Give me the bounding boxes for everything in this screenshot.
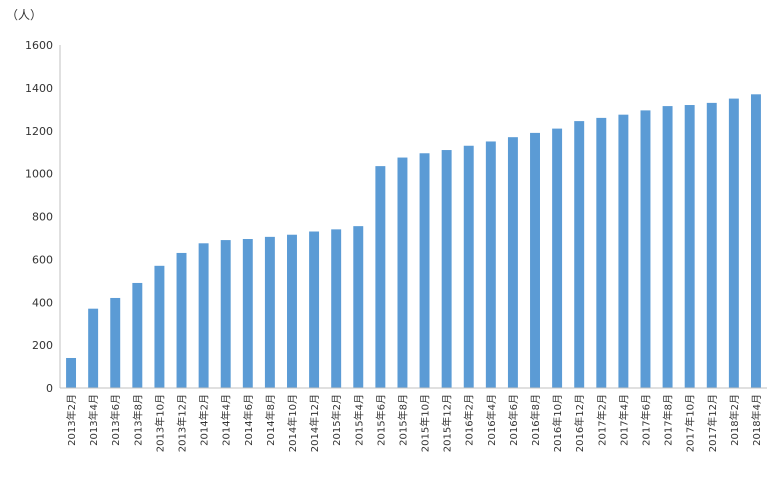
bar (750, 94, 761, 389)
bar (662, 106, 673, 389)
y-tick-label: 400 (32, 296, 53, 309)
x-tick-label: 2015年12月 (441, 394, 454, 452)
x-tick-label: 2018年4月 (750, 394, 763, 446)
bar (309, 231, 320, 388)
y-tick-label: 1600 (25, 39, 53, 52)
x-tick-label: 2015年2月 (330, 394, 343, 446)
bar (463, 145, 474, 388)
bar (264, 236, 275, 388)
x-tick-label: 2014年4月 (220, 394, 233, 446)
x-tick-label: 2017年6月 (639, 394, 652, 446)
x-tick-label: 2016年10月 (551, 394, 564, 452)
x-tick-label: 2013年2月 (65, 394, 78, 446)
x-tick-label: 2014年8月 (264, 394, 277, 446)
x-tick-label: 2015年10月 (419, 394, 432, 452)
bar (485, 141, 496, 388)
x-tick-label: 2013年6月 (109, 394, 122, 446)
bar (530, 132, 540, 388)
bar (507, 137, 518, 388)
x-tick-label: 2016年8月 (529, 394, 542, 446)
bar (441, 150, 452, 388)
bar (110, 297, 121, 388)
bar (728, 98, 739, 388)
bar (353, 226, 364, 388)
bar (198, 243, 209, 388)
bar (640, 110, 651, 389)
x-tick-label: 2016年6月 (507, 394, 520, 446)
y-tick-label: 800 (32, 211, 53, 224)
x-tick-label: 2015年6月 (374, 394, 387, 446)
bar (706, 102, 717, 388)
bar (220, 240, 231, 388)
bar (132, 282, 143, 388)
x-tick-label: 2013年8月 (131, 394, 144, 446)
bar (596, 117, 607, 388)
bar (684, 105, 695, 389)
bar (419, 153, 430, 388)
bar (574, 121, 585, 389)
x-tick-label: 2014年12月 (308, 394, 321, 452)
x-tick-label: 2017年4月 (617, 394, 630, 446)
y-axis-unit-label: （人） (6, 8, 42, 22)
x-tick-label: 2014年2月 (198, 394, 211, 446)
x-tick-label: 2017年2月 (595, 394, 608, 446)
y-tick-label: 0 (46, 382, 53, 395)
axes (59, 45, 767, 389)
y-tick-label: 1400 (25, 82, 53, 95)
bar (331, 229, 342, 388)
bars (66, 94, 761, 389)
x-tick-label: 2014年10月 (286, 394, 299, 452)
bar (242, 239, 253, 388)
bar (375, 166, 386, 388)
x-tick-label: 2016年4月 (485, 394, 498, 446)
y-axis-ticks: 0 200 400 600 800 1000 1200 1400 1600 (25, 39, 53, 395)
x-tick-label: 2015年4月 (352, 394, 365, 446)
x-axis-ticks: 2013年2月 2013年4月 2013年6月 2013年8月 2013年10月 2013… (65, 394, 763, 452)
bar (287, 234, 297, 388)
y-tick-label: 1200 (25, 125, 53, 138)
x-tick-label: 2015年8月 (396, 394, 409, 446)
x-tick-label: 2016年2月 (463, 394, 476, 446)
bar (552, 128, 563, 388)
bar (88, 308, 99, 388)
bar (154, 265, 165, 388)
y-tick-label: 600 (32, 253, 53, 266)
x-tick-label: 2014年6月 (242, 394, 255, 446)
y-tick-label: 200 (32, 339, 53, 352)
bar (66, 357, 77, 388)
x-tick-label: 2017年10月 (684, 394, 697, 452)
bar (176, 252, 187, 388)
x-tick-label: 2013年10月 (153, 394, 166, 452)
x-tick-label: 2017年8月 (662, 394, 675, 446)
x-tick-label: 2013年4月 (87, 394, 100, 446)
bar (397, 157, 408, 388)
bar (618, 114, 629, 388)
x-tick-label: 2017年12月 (706, 394, 719, 452)
x-tick-label: 2016年12月 (573, 394, 586, 452)
x-tick-label: 2018年2月 (728, 394, 741, 446)
x-tick-label: 2013年12月 (176, 394, 189, 452)
y-tick-label: 1000 (25, 168, 53, 181)
